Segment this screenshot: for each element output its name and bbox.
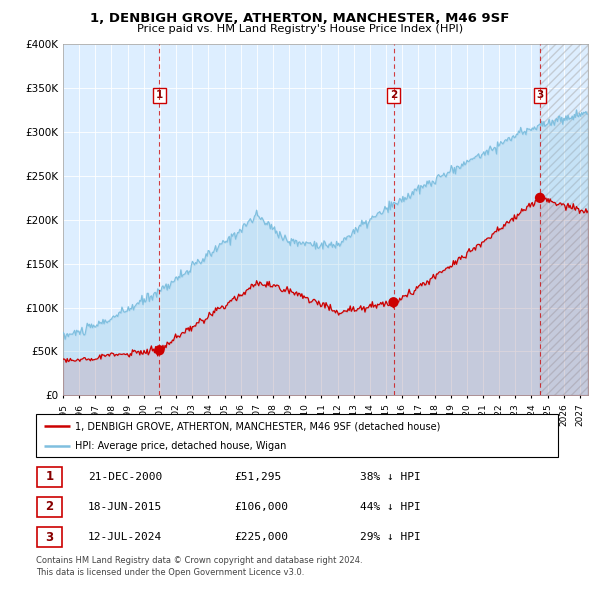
Text: 18-JUN-2015: 18-JUN-2015 xyxy=(88,502,163,512)
Text: 1: 1 xyxy=(156,90,163,100)
Text: 44% ↓ HPI: 44% ↓ HPI xyxy=(359,502,421,512)
Text: 3: 3 xyxy=(46,530,53,543)
Bar xyxy=(37,467,62,487)
Text: 1, DENBIGH GROVE, ATHERTON, MANCHESTER, M46 9SF: 1, DENBIGH GROVE, ATHERTON, MANCHESTER, … xyxy=(91,12,509,25)
Point xyxy=(535,193,545,202)
Text: 21-DEC-2000: 21-DEC-2000 xyxy=(88,471,163,481)
Point xyxy=(155,346,164,355)
Text: £106,000: £106,000 xyxy=(235,502,289,512)
Text: HPI: Average price, detached house, Wigan: HPI: Average price, detached house, Wiga… xyxy=(75,441,287,451)
Text: Price paid vs. HM Land Registry's House Price Index (HPI): Price paid vs. HM Land Registry's House … xyxy=(137,24,463,34)
Text: 1, DENBIGH GROVE, ATHERTON, MANCHESTER, M46 9SF (detached house): 1, DENBIGH GROVE, ATHERTON, MANCHESTER, … xyxy=(75,421,440,431)
Bar xyxy=(540,44,588,395)
Text: 29% ↓ HPI: 29% ↓ HPI xyxy=(359,532,421,542)
Text: £51,295: £51,295 xyxy=(235,471,281,481)
Text: 12-JUL-2024: 12-JUL-2024 xyxy=(88,532,163,542)
Text: 2: 2 xyxy=(46,500,53,513)
Text: 38% ↓ HPI: 38% ↓ HPI xyxy=(359,471,421,481)
Text: 3: 3 xyxy=(536,90,544,100)
Text: 2: 2 xyxy=(390,90,397,100)
Text: Contains HM Land Registry data © Crown copyright and database right 2024.
This d: Contains HM Land Registry data © Crown c… xyxy=(36,556,362,576)
Text: 1: 1 xyxy=(46,470,53,483)
Text: £225,000: £225,000 xyxy=(235,532,289,542)
Bar xyxy=(37,497,62,517)
Point xyxy=(389,297,398,307)
Bar xyxy=(37,527,62,547)
